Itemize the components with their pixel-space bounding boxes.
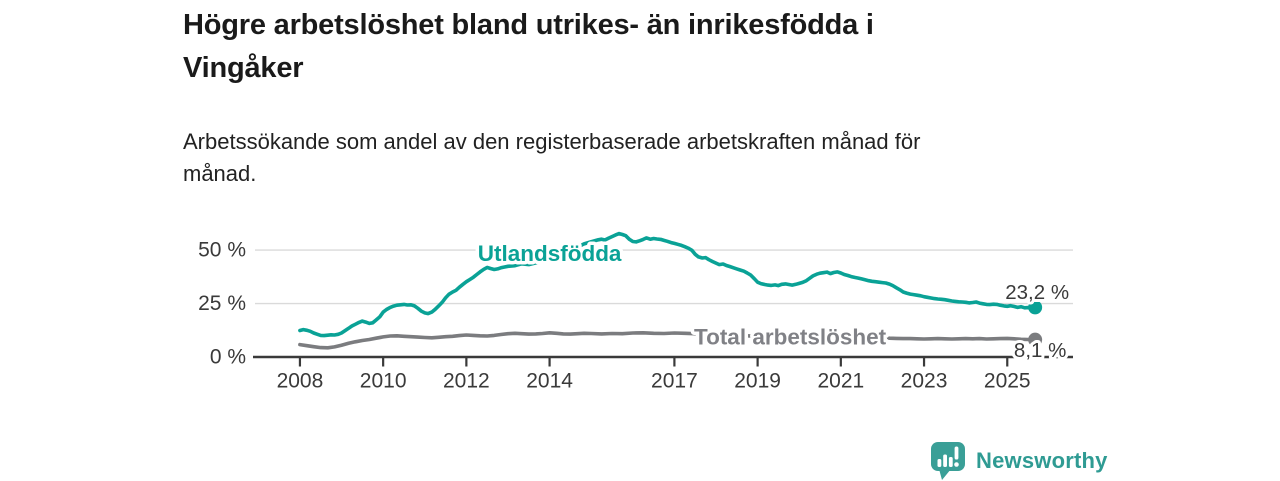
series-end-dot-total-arbetsl-shet	[1028, 332, 1043, 347]
series-end-value-total-arbetsl-shet: 8,1 %	[1014, 339, 1066, 362]
series-line-total-arbetsl-shet	[298, 330, 1037, 350]
page-subtitle-line-1: Arbetssökande som andel av den registerb…	[183, 129, 921, 154]
y-tick-label-0: 0 %	[210, 346, 246, 369]
bar-chart-speech-bubble-icon	[931, 442, 965, 480]
x-tick-label-2008: 2008	[277, 370, 324, 393]
page-title-line-2: Vingåker	[183, 52, 304, 84]
x-tick-label-2014: 2014	[526, 370, 573, 393]
series-line-utlandsf-dda	[298, 231, 1037, 338]
x-tick-label-2012: 2012	[443, 370, 490, 393]
series-end-dot-utlandsf-dda	[1028, 300, 1043, 315]
series-label-utlandsf-dda: Utlandsfödda	[478, 241, 622, 266]
x-tick-label-2023: 2023	[901, 370, 948, 393]
brand-wordmark: Newsworthy	[976, 448, 1108, 473]
page-subtitle-line-2: månad.	[183, 161, 257, 186]
x-tick-label-2021: 2021	[817, 370, 864, 393]
x-tick-label-2019: 2019	[734, 370, 781, 393]
page-subtitle: Arbetssökande som andel av den registerb…	[183, 126, 1023, 190]
series-end-value-utlandsf-dda: 23,2 %	[1005, 281, 1069, 304]
page-title-line-1: Högre arbetslöshet bland utrikes- än inr…	[183, 9, 874, 41]
y-tick-label-25: 25 %	[198, 292, 246, 315]
y-tick-label-50: 50 %	[198, 239, 246, 262]
x-tick-label-2017: 2017	[651, 370, 698, 393]
series-label-total-arbetsl-shet: Total arbetslöshet	[694, 325, 887, 350]
page-title: Högre arbetslöshet bland utrikes- än inr…	[183, 4, 1043, 90]
x-tick-label-2025: 2025	[984, 370, 1031, 393]
brand-footer: Newsworthy	[930, 441, 1108, 481]
x-tick-label-2010: 2010	[360, 370, 407, 393]
